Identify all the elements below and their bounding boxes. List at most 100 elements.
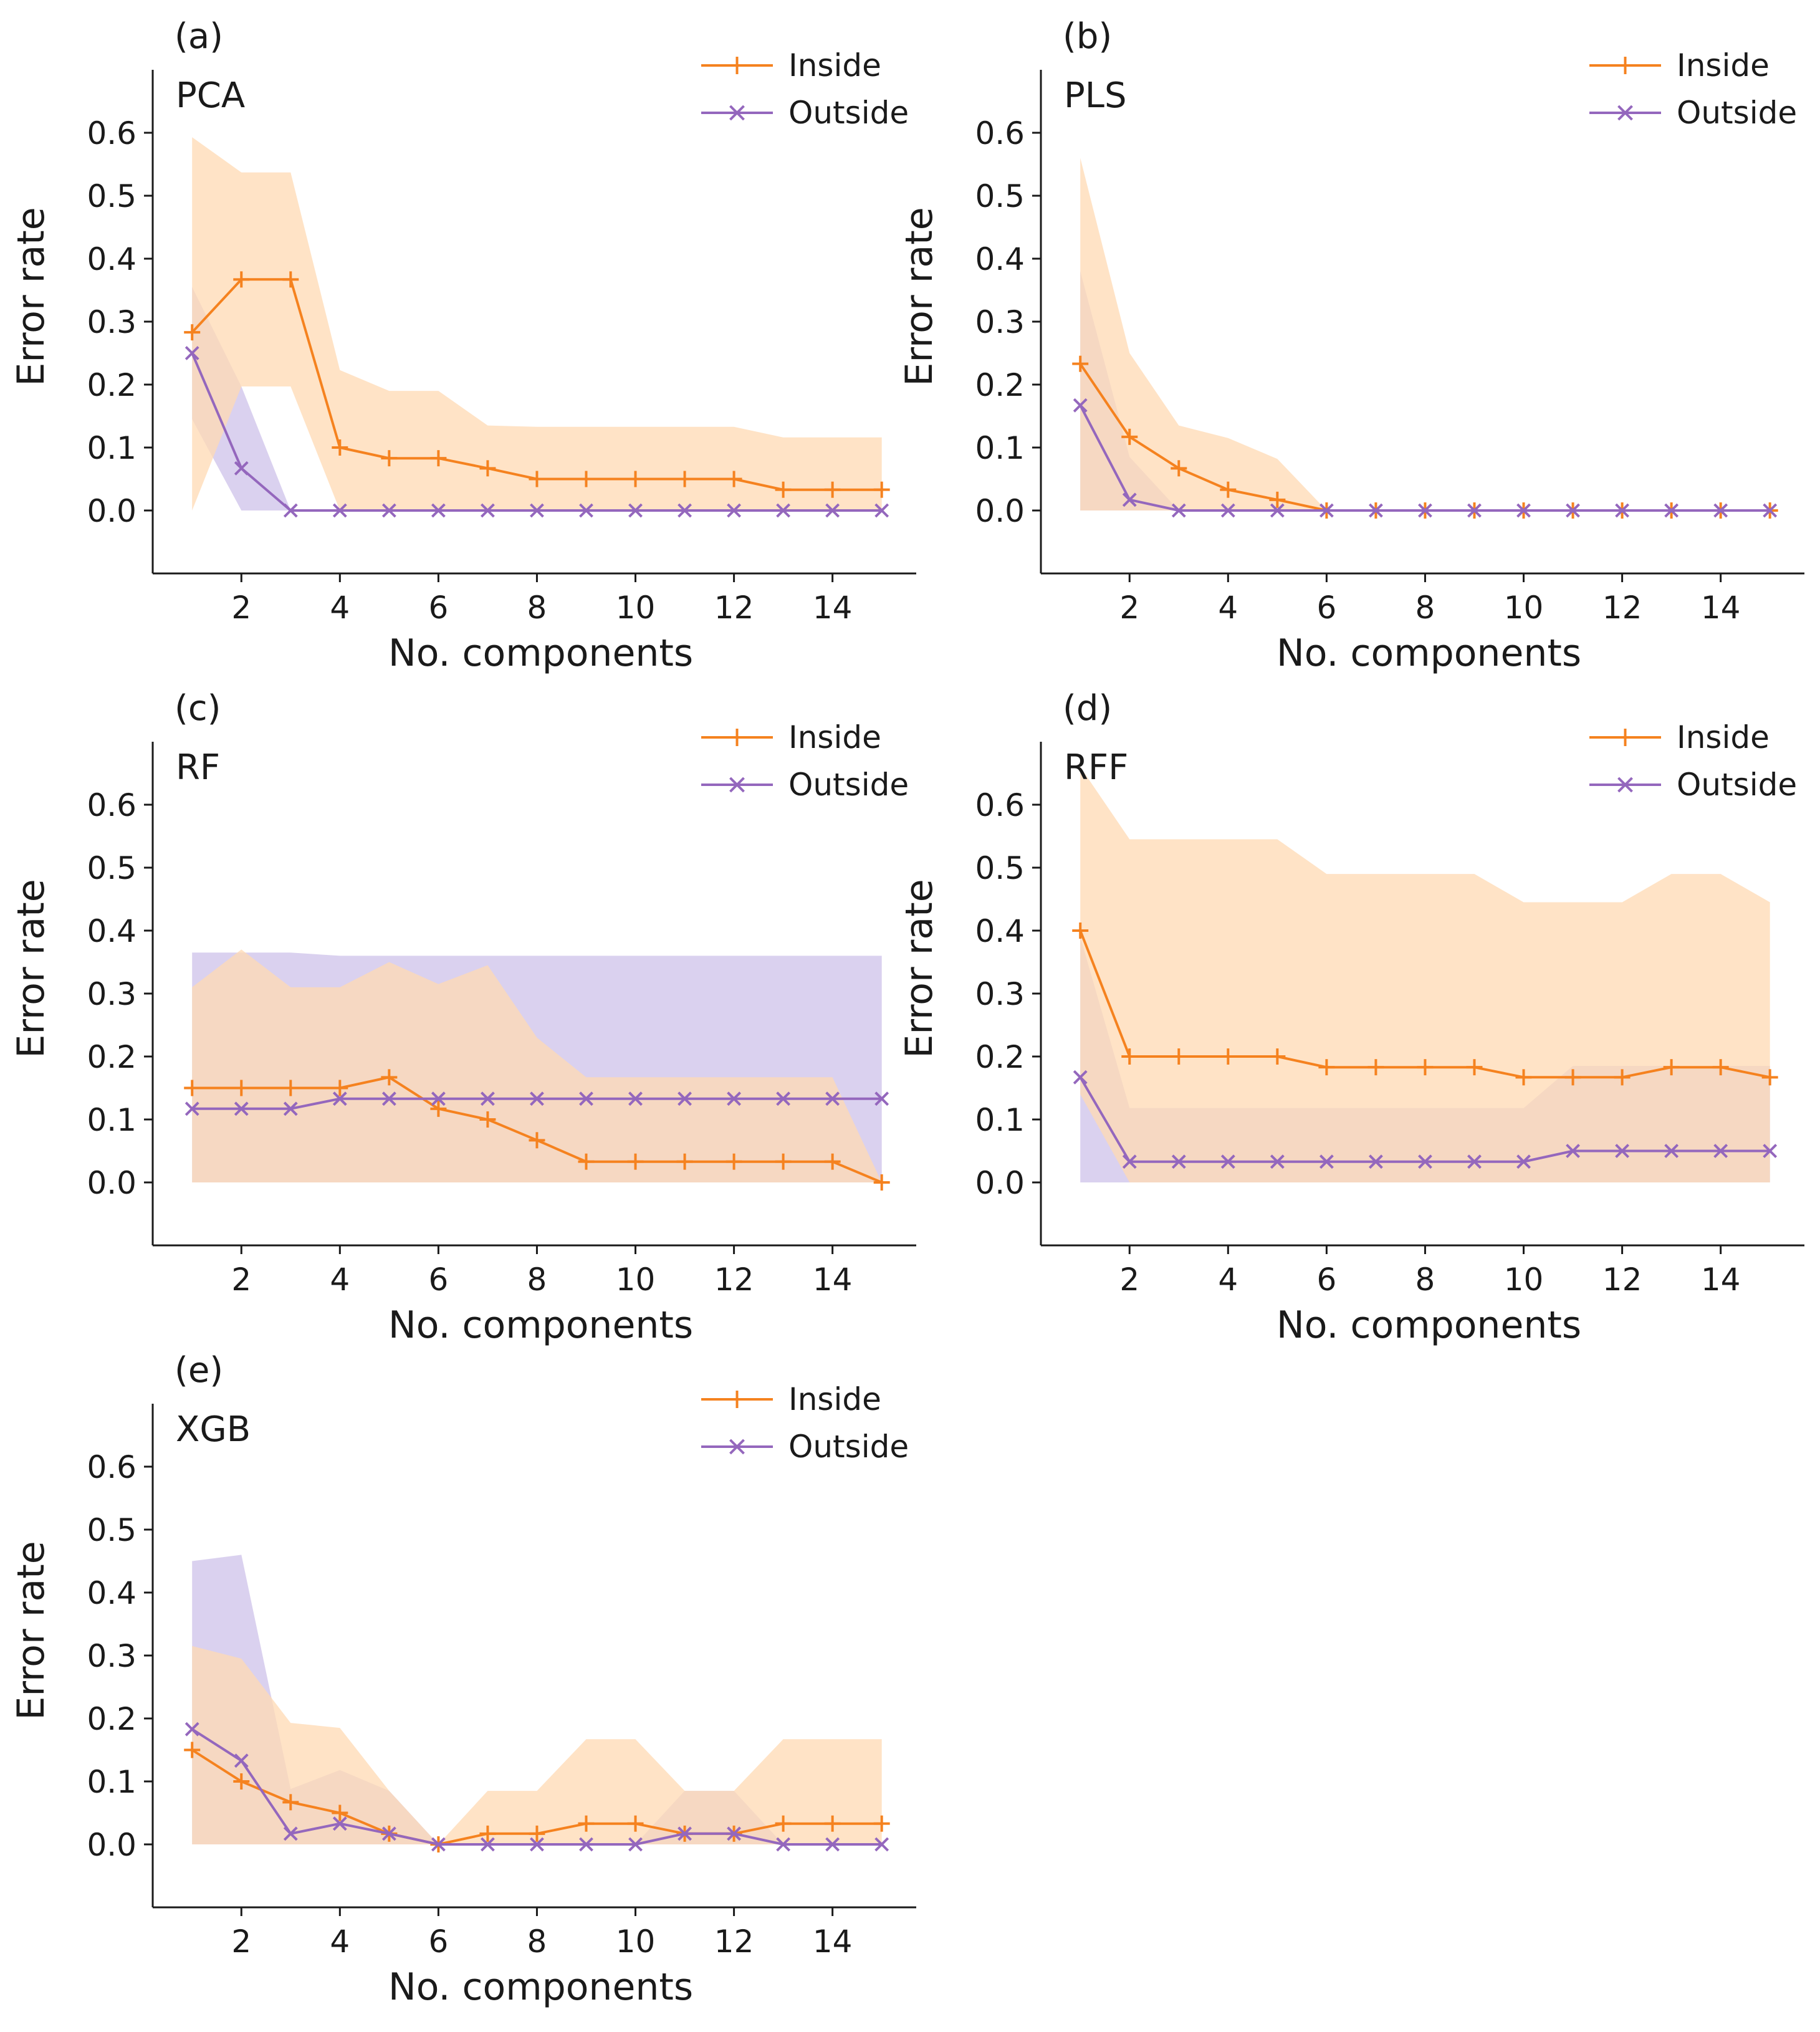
- y-axis-title: Error rate: [9, 1541, 53, 1720]
- point-inside: [1072, 923, 1089, 939]
- point-inside: [1072, 355, 1089, 372]
- point-outside: [1122, 1154, 1137, 1169]
- y-tick-label: 0.2: [87, 1701, 136, 1737]
- point-outside: [776, 503, 791, 518]
- y-axis-title: Error rate: [9, 207, 53, 386]
- point-inside: [1220, 481, 1237, 498]
- point-inside: [529, 1132, 545, 1149]
- x-tick-label: 14: [813, 1924, 853, 1960]
- point-outside: [431, 1091, 446, 1106]
- point-inside: [381, 450, 398, 467]
- point-outside: [1270, 1154, 1285, 1169]
- point-inside: [676, 471, 693, 487]
- point-outside: [727, 1091, 741, 1106]
- point-outside: [1566, 503, 1580, 518]
- x-tick-label: 6: [428, 590, 448, 626]
- y-tick-label: 0.5: [975, 178, 1025, 214]
- x-tick-label: 12: [1602, 1262, 1642, 1298]
- x-tick-label: 2: [1119, 1262, 1139, 1298]
- point-outside: [184, 346, 199, 360]
- panel-pls: 0.0 0.1 0.2 0.3 0.4 0.5 0.6 2 4 6 8 10 12 14 No. compo…: [898, 16, 1804, 675]
- y-axis-title: Error rate: [898, 879, 941, 1058]
- point-outside: [1073, 1070, 1088, 1085]
- point-outside: [530, 1091, 544, 1106]
- point-outside: [1369, 503, 1383, 518]
- point-inside: [1564, 1069, 1581, 1086]
- y-tick-label: 0.3: [87, 976, 136, 1012]
- y-tick-label: 0.1: [87, 1102, 136, 1138]
- y-tick-label: 0.3: [87, 304, 136, 340]
- x-tick-label: 8: [527, 590, 547, 626]
- point-outside: [628, 1091, 643, 1106]
- x-tick-label: 6: [1316, 1262, 1336, 1298]
- y-tick-label: 0.1: [87, 1764, 136, 1800]
- point-outside: [1615, 503, 1629, 518]
- point-inside: [1318, 1059, 1335, 1076]
- point-outside: [628, 1837, 643, 1852]
- point-inside: [873, 1174, 890, 1191]
- point-inside: [676, 1153, 693, 1170]
- point-outside: [283, 1101, 298, 1116]
- point-outside: [1270, 503, 1285, 518]
- point-inside: [479, 460, 496, 477]
- point-outside: [1319, 1154, 1334, 1169]
- point-inside: [1663, 1059, 1680, 1076]
- point-inside: [873, 481, 890, 498]
- point-inside: [1269, 491, 1286, 508]
- x-tick-label: 14: [1701, 1262, 1741, 1298]
- y-tick-label: 0.2: [87, 367, 136, 403]
- legend-label-outside: Outside: [1677, 95, 1797, 131]
- point-inside: [578, 1153, 595, 1170]
- x-tick-label: 10: [1504, 590, 1544, 626]
- point-inside: [479, 1825, 496, 1842]
- legend: Inside Outside: [1589, 47, 1797, 131]
- y-tick-label: 0.1: [975, 430, 1025, 466]
- point-inside: [332, 1080, 348, 1096]
- x-tick-label: 10: [616, 1924, 656, 1960]
- point-inside: [381, 1069, 398, 1086]
- legend: Inside Outside: [701, 719, 909, 803]
- point-outside: [1713, 1144, 1728, 1158]
- y-tick-label: 0.2: [975, 367, 1025, 403]
- point-inside: [282, 271, 299, 288]
- point-inside: [824, 1153, 841, 1170]
- point-inside: [1712, 1059, 1729, 1076]
- y-tick-label: 0.1: [87, 430, 136, 466]
- x-tick-label: 4: [330, 1262, 350, 1298]
- point-outside: [1418, 1154, 1432, 1169]
- point-outside: [481, 503, 495, 518]
- point-outside: [530, 1837, 544, 1852]
- x-tick-label: 2: [231, 1924, 251, 1960]
- band-inside: [1080, 158, 1770, 510]
- point-outside: [579, 503, 593, 518]
- x-tick-label: 12: [1602, 590, 1642, 626]
- point-outside: [579, 1091, 593, 1106]
- legend-marker-outside: [1617, 105, 1633, 121]
- x-tick-label: 8: [527, 1262, 547, 1298]
- legend-marker-outside: [729, 777, 745, 793]
- panel-xgb: 0.0 0.1 0.2 0.3 0.4 0.5 0.6 2 4 6 8 10 12 14 No. compo…: [9, 1350, 916, 2009]
- x-axis-title: No. components: [1276, 1303, 1581, 1347]
- x-tick-label: 12: [714, 1924, 754, 1960]
- point-inside: [578, 1815, 595, 1832]
- point-outside: [481, 1837, 495, 1852]
- point-inside: [1220, 1048, 1237, 1065]
- y-tick-label: 0.3: [975, 976, 1025, 1012]
- point-outside: [381, 503, 396, 518]
- y-tick-label: 0.4: [975, 913, 1025, 949]
- point-inside: [1761, 1069, 1778, 1086]
- point-outside: [579, 1837, 593, 1852]
- panel-label: (c): [175, 688, 221, 729]
- x-tick-label: 8: [1415, 590, 1435, 626]
- x-axis-title: No. components: [388, 631, 693, 675]
- point-inside: [1171, 1048, 1187, 1065]
- x-tick-label: 2: [231, 590, 251, 626]
- point-inside: [430, 450, 447, 467]
- point-outside: [1516, 1154, 1531, 1169]
- y-tick-label: 0.2: [975, 1039, 1025, 1075]
- panel-label: (a): [175, 16, 223, 57]
- x-tick-label: 2: [231, 1262, 251, 1298]
- x-tick-label: 12: [714, 1262, 754, 1298]
- point-outside: [332, 1816, 347, 1831]
